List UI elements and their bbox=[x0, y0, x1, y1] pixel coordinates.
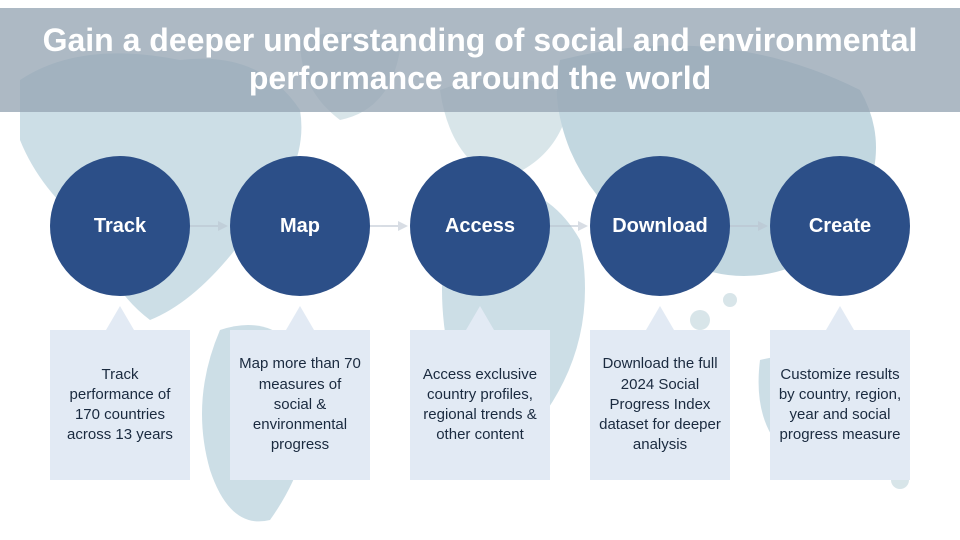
step-desc-text: Download the full 2024 Social Progress I… bbox=[598, 354, 722, 455]
step-desc-create: Customize results by country, region, ye… bbox=[770, 330, 910, 480]
step-label: Create bbox=[809, 215, 871, 238]
step-desc-text: Customize results by country, region, ye… bbox=[778, 365, 902, 446]
step-label: Access bbox=[445, 215, 515, 238]
page-title: Gain a deeper understanding of social an… bbox=[40, 22, 920, 98]
step-circle-map: Map bbox=[230, 156, 370, 296]
pointer-icon bbox=[590, 298, 730, 332]
step-desc-access: Access exclusive country profiles, regio… bbox=[410, 330, 550, 480]
title-bar: Gain a deeper understanding of social an… bbox=[0, 8, 960, 112]
step-circle-track: Track bbox=[50, 156, 190, 296]
pointer-icon bbox=[770, 298, 910, 332]
pointer-icon bbox=[50, 298, 190, 332]
infographic-stage: Gain a deeper understanding of social an… bbox=[0, 0, 960, 540]
pointer-icon bbox=[410, 298, 550, 332]
step-desc-text: Map more than 70 measures of social & en… bbox=[238, 354, 362, 455]
step-circle-download: Download bbox=[590, 156, 730, 296]
step-desc-text: Track performance of 170 countries acros… bbox=[58, 365, 182, 446]
step-label: Map bbox=[280, 215, 320, 238]
boxes-row: Track performance of 170 countries acros… bbox=[0, 330, 960, 480]
step-label: Download bbox=[612, 215, 708, 238]
step-desc-map: Map more than 70 measures of social & en… bbox=[230, 330, 370, 480]
pointer-row bbox=[0, 298, 960, 332]
pointer-icon bbox=[230, 298, 370, 332]
step-desc-download: Download the full 2024 Social Progress I… bbox=[590, 330, 730, 480]
circles-row: Track Map Access Download Create bbox=[0, 156, 960, 296]
step-desc-text: Access exclusive country profiles, regio… bbox=[418, 365, 542, 446]
step-circle-create: Create bbox=[770, 156, 910, 296]
step-desc-track: Track performance of 170 countries acros… bbox=[50, 330, 190, 480]
step-circle-access: Access bbox=[410, 156, 550, 296]
step-label: Track bbox=[94, 215, 146, 238]
